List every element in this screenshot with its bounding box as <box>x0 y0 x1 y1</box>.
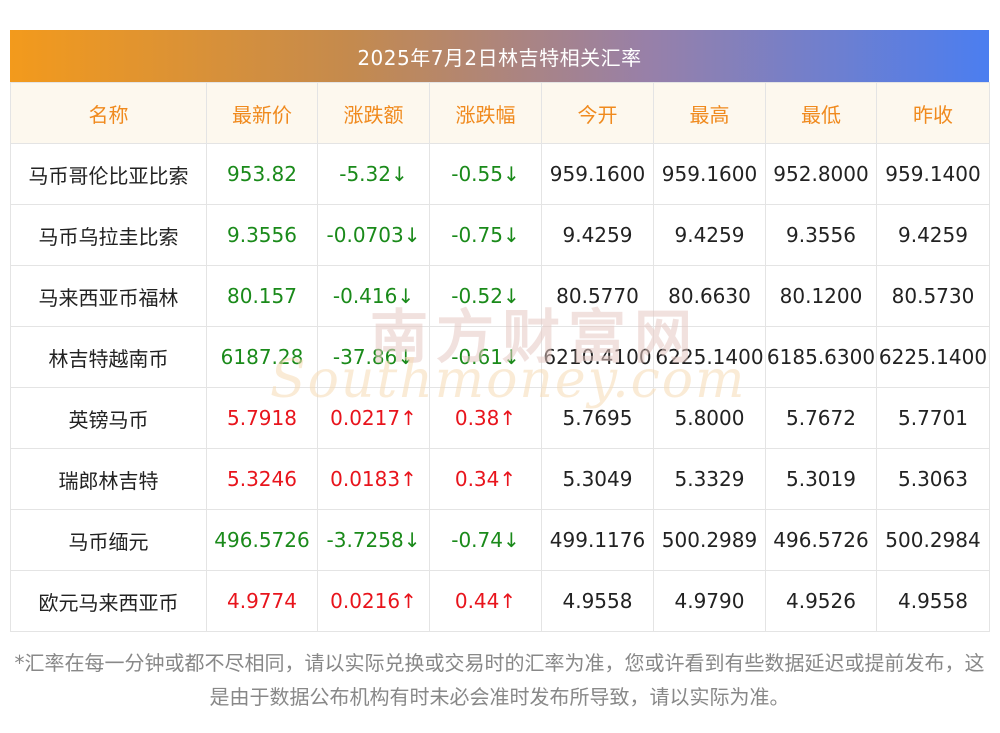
prev-close: 5.7701 <box>876 387 990 449</box>
pair-name: 马来西亚币福林 <box>10 265 207 327</box>
pair-name: 马币哥伦比亚比索 <box>10 143 207 205</box>
change-amount: -3.7258↓ <box>317 509 430 571</box>
change-percent: -0.61↓ <box>429 326 542 388</box>
col-header-change: 涨跌额 <box>317 82 430 144</box>
col-header-high: 最高 <box>653 82 766 144</box>
prev-close: 4.9558 <box>876 570 990 632</box>
change-amount: 0.0217↑ <box>317 387 430 449</box>
latest-price: 5.3246 <box>206 448 318 510</box>
prev-close: 80.5730 <box>876 265 990 327</box>
low-price: 5.7672 <box>765 387 877 449</box>
col-header-pct: 涨跌幅 <box>429 82 542 144</box>
low-price: 9.3556 <box>765 204 877 266</box>
change-percent: 0.44↑ <box>429 570 542 632</box>
pair-name: 马币乌拉圭比索 <box>10 204 207 266</box>
change-amount: 0.0216↑ <box>317 570 430 632</box>
prev-close: 5.3063 <box>876 448 990 510</box>
change-amount: 0.0183↑ <box>317 448 430 510</box>
latest-price: 80.157 <box>206 265 318 327</box>
change-percent: -0.75↓ <box>429 204 542 266</box>
low-price: 5.3019 <box>765 448 877 510</box>
high-price: 80.6630 <box>653 265 766 327</box>
open-price: 80.5770 <box>541 265 654 327</box>
open-price: 959.1600 <box>541 143 654 205</box>
change-amount: -37.86↓ <box>317 326 430 388</box>
col-header-low: 最低 <box>765 82 877 144</box>
high-price: 5.3329 <box>653 448 766 510</box>
table-row: 林吉特越南币 6187.28 -37.86↓ -0.61↓ 6210.4100 … <box>10 326 990 388</box>
prev-close: 6225.1400 <box>876 326 990 388</box>
open-price: 5.3049 <box>541 448 654 510</box>
pair-name: 马币缅元 <box>10 509 207 571</box>
col-header-prev: 昨收 <box>876 82 990 144</box>
change-percent: 0.34↑ <box>429 448 542 510</box>
table-row: 欧元马来西亚币 4.9774 0.0216↑ 0.44↑ 4.9558 4.97… <box>10 570 990 632</box>
prev-close: 500.2984 <box>876 509 990 571</box>
col-header-open: 今开 <box>541 82 654 144</box>
latest-price: 496.5726 <box>206 509 318 571</box>
latest-price: 953.82 <box>206 143 318 205</box>
pair-name: 英镑马币 <box>10 387 207 449</box>
high-price: 500.2989 <box>653 509 766 571</box>
open-price: 6210.4100 <box>541 326 654 388</box>
change-percent: -0.55↓ <box>429 143 542 205</box>
col-header-latest: 最新价 <box>206 82 318 144</box>
latest-price: 5.7918 <box>206 387 318 449</box>
high-price: 9.4259 <box>653 204 766 266</box>
col-header-name: 名称 <box>10 82 207 144</box>
high-price: 959.1600 <box>653 143 766 205</box>
open-price: 9.4259 <box>541 204 654 266</box>
table-row: 瑞郎林吉特 5.3246 0.0183↑ 0.34↑ 5.3049 5.3329… <box>10 448 990 510</box>
prev-close: 9.4259 <box>876 204 990 266</box>
rate-table-container: 2025年7月2日林吉特相关汇率 名称 最新价 涨跌额 涨跌幅 今开 最高 最低… <box>10 30 990 632</box>
table-title: 2025年7月2日林吉特相关汇率 <box>10 30 989 82</box>
latest-price: 9.3556 <box>206 204 318 266</box>
latest-price: 6187.28 <box>206 326 318 388</box>
change-percent: -0.74↓ <box>429 509 542 571</box>
high-price: 6225.1400 <box>653 326 766 388</box>
low-price: 6185.6300 <box>765 326 877 388</box>
pair-name: 林吉特越南币 <box>10 326 207 388</box>
table-row: 马币缅元 496.5726 -3.7258↓ -0.74↓ 499.1176 5… <box>10 509 990 571</box>
low-price: 80.1200 <box>765 265 877 327</box>
change-percent: 0.38↑ <box>429 387 542 449</box>
rate-table: 名称 最新价 涨跌额 涨跌幅 今开 最高 最低 昨收 马币哥伦比亚比索 953.… <box>10 82 990 632</box>
low-price: 496.5726 <box>765 509 877 571</box>
change-percent: -0.52↓ <box>429 265 542 327</box>
high-price: 5.8000 <box>653 387 766 449</box>
table-row: 马币乌拉圭比索 9.3556 -0.0703↓ -0.75↓ 9.4259 9.… <box>10 204 990 266</box>
header-row: 名称 最新价 涨跌额 涨跌幅 今开 最高 最低 昨收 <box>10 82 990 144</box>
open-price: 5.7695 <box>541 387 654 449</box>
table-row: 马币哥伦比亚比索 953.82 -5.32↓ -0.55↓ 959.1600 9… <box>10 143 990 205</box>
change-amount: -5.32↓ <box>317 143 430 205</box>
pair-name: 瑞郎林吉特 <box>10 448 207 510</box>
prev-close: 959.1400 <box>876 143 990 205</box>
high-price: 4.9790 <box>653 570 766 632</box>
table-row: 马来西亚币福林 80.157 -0.416↓ -0.52↓ 80.5770 80… <box>10 265 990 327</box>
open-price: 499.1176 <box>541 509 654 571</box>
footnote: *汇率在每一分钟或都不尽相同，请以实际兑换或交易时的汇率为准，您或许看到有些数据… <box>14 651 985 709</box>
latest-price: 4.9774 <box>206 570 318 632</box>
pair-name: 欧元马来西亚币 <box>10 570 207 632</box>
open-price: 4.9558 <box>541 570 654 632</box>
low-price: 4.9526 <box>765 570 877 632</box>
change-amount: -0.0703↓ <box>317 204 430 266</box>
change-amount: -0.416↓ <box>317 265 430 327</box>
table-row: 英镑马币 5.7918 0.0217↑ 0.38↑ 5.7695 5.8000 … <box>10 387 990 449</box>
low-price: 952.8000 <box>765 143 877 205</box>
